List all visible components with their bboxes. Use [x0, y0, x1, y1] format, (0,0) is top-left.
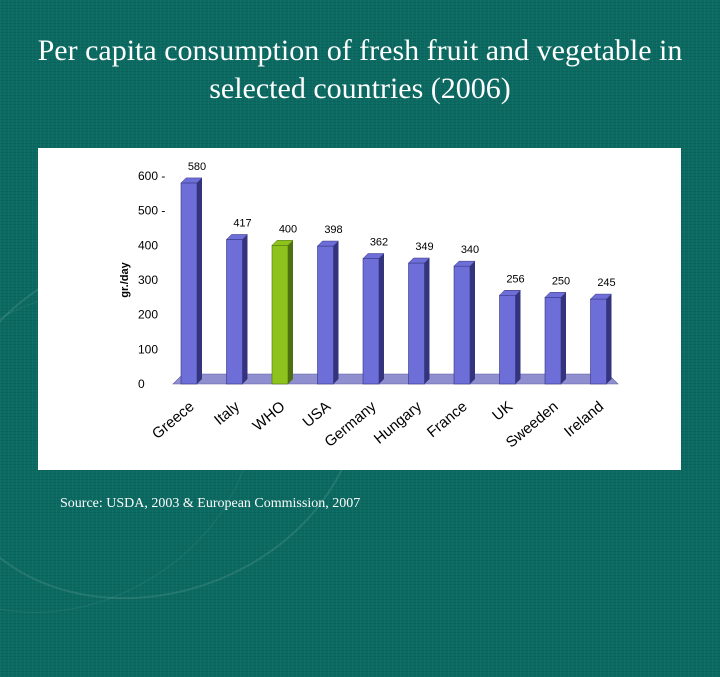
data-label: 349	[415, 241, 433, 253]
data-label: 398	[324, 224, 342, 236]
x-tick-label: Ireland	[561, 398, 607, 441]
x-tick-label: UK	[489, 398, 516, 424]
source-note: Source: USDA, 2003 & European Commission…	[60, 496, 361, 511]
x-tick-label: WHO	[250, 398, 289, 435]
bar-top	[180, 177, 203, 184]
bar	[453, 265, 471, 385]
y-tick-label: 600 -	[138, 169, 165, 183]
bar	[544, 297, 562, 385]
bar-side	[288, 240, 293, 384]
x-tick-label: Germany	[321, 398, 380, 451]
data-label: 362	[370, 237, 388, 249]
x-tick-label: Hungary	[371, 398, 426, 448]
data-label: 580	[188, 161, 206, 173]
bar	[226, 239, 243, 385]
bar-side	[515, 290, 521, 384]
bar-top	[316, 240, 340, 247]
bar-chart: 0 100 200 300 400 500 - 600 - gr./day 580 Greece 4…	[119, 161, 619, 451]
bar-top	[589, 293, 613, 300]
bar-top	[544, 292, 567, 298]
bar	[590, 298, 607, 385]
data-label: 250	[552, 275, 570, 287]
bar-side	[197, 177, 202, 384]
bar-top	[271, 240, 294, 246]
bar-side	[242, 234, 248, 384]
x-tick-label: Italy	[211, 398, 243, 429]
y-tick-label: 500 -	[138, 204, 165, 218]
bar-side	[470, 261, 475, 384]
y-tick-label: 400	[138, 238, 158, 252]
y-tick-label: 300	[138, 273, 158, 287]
y-tick-label: 200	[138, 308, 158, 322]
bar-top	[362, 253, 385, 259]
bar-side	[561, 292, 566, 384]
bar-top	[225, 234, 249, 240]
bar	[362, 258, 380, 385]
data-label: 245	[597, 277, 615, 289]
bar	[317, 245, 334, 385]
data-label: 417	[233, 217, 251, 229]
bar-side	[379, 253, 384, 384]
data-label: 400	[279, 223, 297, 235]
bar-side	[333, 241, 339, 384]
chart-panel: 0 100 200 300 400 500 - 600 - gr./day 580 Greece 4…	[38, 148, 681, 470]
bar-top	[498, 290, 522, 296]
bar	[499, 294, 516, 385]
slide-title: Per capita consumption of fresh fruit an…	[37, 34, 683, 105]
y-tick-label: 0	[138, 377, 145, 391]
bar-top	[453, 260, 476, 267]
bar-side	[424, 258, 430, 384]
bar-top	[407, 257, 431, 264]
x-tick-label: USA	[300, 398, 335, 431]
x-tick-label: France	[424, 398, 471, 441]
bar	[180, 182, 198, 385]
data-label: 256	[506, 273, 524, 285]
data-label: 340	[461, 244, 479, 256]
x-tick-label: Greece	[149, 398, 198, 443]
bar-side	[606, 294, 612, 384]
bar	[408, 262, 425, 385]
bar	[271, 245, 289, 385]
y-axis-label: gr./day	[119, 261, 131, 297]
y-tick-label: 100	[138, 342, 158, 356]
